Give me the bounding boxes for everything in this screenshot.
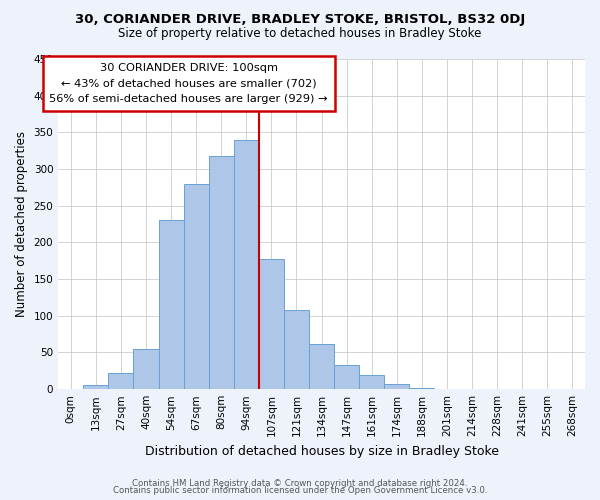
Text: Size of property relative to detached houses in Bradley Stoke: Size of property relative to detached ho…: [118, 28, 482, 40]
Bar: [409, 388, 434, 389]
Text: Contains public sector information licensed under the Open Government Licence v3: Contains public sector information licen…: [113, 486, 487, 495]
Y-axis label: Number of detached properties: Number of detached properties: [15, 131, 28, 317]
Bar: [184, 184, 209, 389]
Bar: [284, 310, 309, 389]
Bar: [209, 156, 234, 389]
Bar: [158, 220, 184, 389]
Bar: [234, 140, 259, 389]
Bar: [83, 385, 109, 389]
X-axis label: Distribution of detached houses by size in Bradley Stoke: Distribution of detached houses by size …: [145, 444, 499, 458]
Bar: [309, 344, 334, 389]
Text: 30 CORIANDER DRIVE: 100sqm
← 43% of detached houses are smaller (702)
56% of sem: 30 CORIANDER DRIVE: 100sqm ← 43% of deta…: [49, 62, 328, 104]
Bar: [133, 349, 158, 389]
Bar: [259, 258, 284, 389]
Text: Contains HM Land Registry data © Crown copyright and database right 2024.: Contains HM Land Registry data © Crown c…: [132, 478, 468, 488]
Bar: [385, 384, 409, 389]
Bar: [334, 365, 359, 389]
Bar: [359, 375, 385, 389]
Bar: [109, 373, 133, 389]
Text: 30, CORIANDER DRIVE, BRADLEY STOKE, BRISTOL, BS32 0DJ: 30, CORIANDER DRIVE, BRADLEY STOKE, BRIS…: [75, 12, 525, 26]
